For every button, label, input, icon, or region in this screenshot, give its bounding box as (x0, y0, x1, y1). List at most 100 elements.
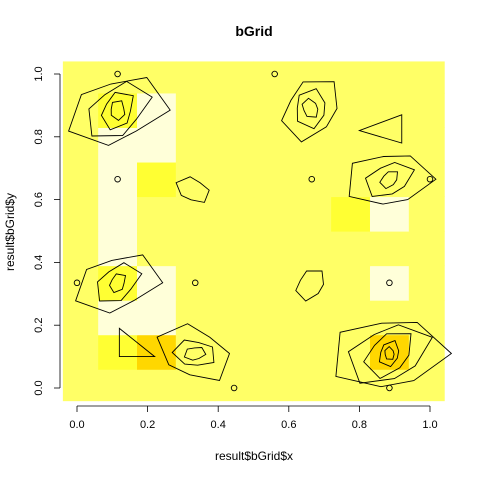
heatmap-cell (214, 92, 255, 128)
contour-line (97, 262, 143, 302)
heatmap-cell (214, 231, 255, 267)
heatmap-cell (98, 265, 138, 301)
heatmap-cell (292, 127, 332, 163)
heatmap-cell (62, 334, 99, 370)
heatmap-cell (331, 61, 371, 94)
heatmap-cell (408, 61, 445, 94)
x-tick-label: 0.8 (352, 419, 367, 431)
heatmap-cell (98, 369, 138, 402)
heatmap-cell (175, 369, 216, 402)
heatmap-cell (408, 196, 445, 232)
heatmap-cell (62, 265, 99, 301)
heatmap-cell (369, 334, 410, 370)
heatmap-cell (175, 161, 216, 198)
heatmap-cell (62, 92, 99, 128)
y-tick-label: 0.0 (33, 380, 45, 395)
data-point (114, 175, 121, 183)
contour-line (156, 323, 231, 382)
y-tick-label: 0.2 (33, 318, 45, 333)
heatmap-cell (62, 300, 99, 336)
heatmap-cell (253, 334, 293, 370)
y-axis-label: result$bGrid$y (3, 193, 17, 271)
heatmap-cell (253, 231, 293, 267)
contour-line (357, 114, 403, 144)
heatmap-cell (292, 300, 332, 336)
heatmap-cell (175, 92, 216, 128)
heatmap-cell (331, 369, 371, 402)
heatmap-cell (214, 300, 255, 336)
heatmap-cell (253, 61, 293, 94)
heatmap-cell (137, 61, 177, 94)
heatmap-cell (331, 334, 371, 370)
heatmap-cell (137, 334, 177, 370)
x-tick-label: 0.2 (140, 419, 155, 431)
heatmap-cell (369, 300, 410, 336)
data-point (308, 175, 316, 183)
heatmap-cell (137, 231, 177, 267)
heatmap-cell (98, 231, 138, 267)
heatmap-cell (175, 127, 216, 163)
contour-line (100, 91, 134, 131)
heatmap-cell (137, 369, 177, 402)
heatmap-cell (292, 92, 332, 128)
heatmap-cell (137, 300, 177, 336)
heatmap-cell (292, 334, 332, 370)
heatmap-cell (62, 161, 99, 198)
heatmap-cell (292, 231, 332, 267)
contour-line (75, 254, 164, 314)
heatmap-cell (98, 92, 138, 128)
y-tick-label: 1.0 (33, 66, 45, 81)
heatmap-cell (98, 61, 138, 94)
heatmap-cell (98, 161, 138, 198)
contour-line (108, 273, 127, 294)
heatmap-cell (292, 369, 332, 402)
heatmap-cell (292, 196, 332, 232)
heatmap-cell (62, 61, 99, 94)
heatmap-cell (175, 334, 216, 370)
heatmap-cell (62, 196, 99, 232)
heatmap-cell (253, 127, 293, 163)
heatmap-cell (98, 196, 138, 232)
heatmap-cell (62, 127, 99, 163)
heatmap-cell (98, 334, 138, 370)
contour-line (384, 345, 395, 360)
heatmap-cell (214, 127, 255, 163)
heatmap-cell (175, 265, 216, 301)
heatmap-cell (369, 92, 410, 128)
heatmap-cell (214, 61, 255, 94)
y-tick-label: 0.4 (33, 255, 45, 270)
contour-line (171, 339, 215, 366)
heatmap-cell (408, 92, 445, 128)
heatmap-cell (253, 196, 293, 232)
heatmap-cell (253, 300, 293, 336)
heatmap-cell (369, 161, 410, 198)
contour-line (295, 270, 324, 302)
heatmap-cell (214, 161, 255, 198)
heatmap-cell (253, 369, 293, 402)
heatmap-cell (408, 300, 445, 336)
contour-line (88, 80, 153, 137)
contour-line (68, 77, 171, 146)
chart-title: bGrid (235, 23, 272, 39)
x-tick-label: 0.6 (281, 419, 296, 431)
heatmap-cell (214, 265, 255, 301)
heatmap-cell (369, 231, 410, 267)
contour-line (379, 171, 398, 190)
heatmap-cell (369, 127, 410, 163)
data-point (114, 70, 121, 78)
x-tick-label: 0.0 (69, 419, 84, 431)
heatmap-cell (62, 369, 99, 402)
contour-line (335, 321, 453, 388)
heatmap-cell (408, 369, 445, 402)
heatmap-cell (408, 265, 445, 301)
x-tick-label: 0.4 (211, 419, 226, 431)
contour-line (110, 100, 126, 121)
data-point (73, 279, 81, 287)
heatmap-cells (62, 61, 445, 402)
heatmap-cell (175, 196, 216, 232)
y-axis: 0.0 0.2 0.4 0.6 0.8 1.0 (33, 66, 61, 396)
contour-line (363, 333, 412, 380)
data-point (230, 384, 238, 392)
contour-line (183, 347, 207, 361)
